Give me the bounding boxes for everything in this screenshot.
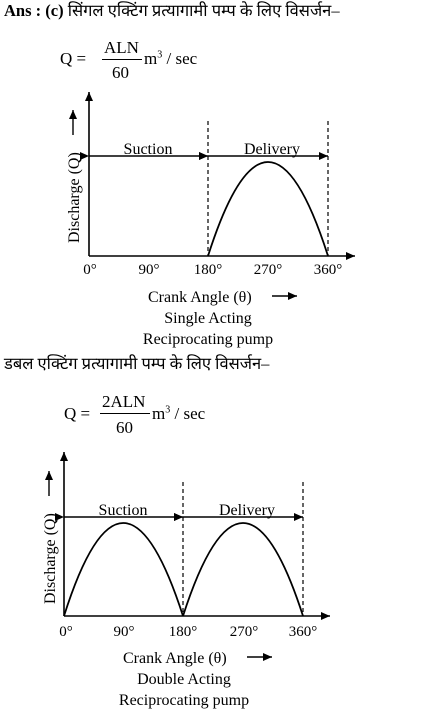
x-axis-label: Crank Angle (θ) — [148, 289, 252, 306]
unit-exp: 3 — [165, 404, 171, 416]
formula-lhs: Q = — [64, 404, 91, 423]
formula-lhs: Q = — [60, 49, 87, 68]
tick-label: 0° — [83, 262, 97, 278]
unit-rest: / sec — [170, 404, 206, 423]
diagram-double: Suction Delivery Discharge (Q) 0° 90° 18… — [42, 452, 330, 709]
tick-label: 180° — [169, 624, 198, 640]
formula-denominator: 60 — [112, 63, 129, 82]
tick-label: 0° — [59, 624, 73, 640]
unit-base: m — [144, 49, 158, 68]
formula-numerator: 2ALN — [102, 392, 146, 411]
tick-label: 180° — [194, 262, 223, 278]
y-axis-label: Discharge (Q) — [42, 513, 59, 604]
diagram-single: Suction Delivery Discharge (Q) 0° 90° 18… — [66, 92, 355, 348]
fraction-bar — [102, 59, 142, 60]
delivery-label: Delivery — [244, 141, 300, 158]
tick-label: 270° — [230, 624, 259, 640]
tick-label: 270° — [254, 262, 283, 278]
suction-label: Suction — [99, 502, 148, 519]
answer-prefix: Ans : (c) — [4, 1, 64, 20]
formula-numerator: ALN — [104, 38, 139, 57]
caption-line1: Double Acting — [137, 671, 231, 688]
caption-line2: Reciprocating pump — [119, 692, 249, 709]
x-axis-label: Crank Angle (θ) — [123, 650, 227, 667]
formula-double: Q = 2ALN 60 m3 / sec — [64, 392, 264, 438]
formula-single: Q = ALN 60 m3 / sec — [60, 38, 260, 84]
discharge-curve-delivery — [182, 522, 304, 617]
discharge-curve — [207, 161, 329, 257]
caption-line1: Single Acting — [164, 310, 252, 327]
tick-label: 90° — [114, 624, 135, 640]
tick-label: 360° — [289, 624, 318, 640]
discharge-curve-suction — [63, 522, 184, 617]
formula-unit: m3 / sec — [144, 49, 197, 69]
answer-text-double: डबल एक्टिंग प्रत्यागामी पम्प के लिए विसर… — [4, 354, 270, 373]
tick-label: 360° — [314, 262, 343, 278]
formula-denominator: 60 — [116, 418, 133, 437]
unit-rest: / sec — [162, 49, 198, 68]
y-axis-label: Discharge (Q) — [66, 152, 83, 243]
formula-unit: m3 / sec — [152, 404, 205, 424]
fraction-bar — [100, 413, 150, 414]
unit-exp: 3 — [157, 49, 163, 61]
suction-label: Suction — [124, 141, 173, 158]
delivery-label: Delivery — [219, 502, 275, 519]
tick-label: 90° — [139, 262, 160, 278]
unit-base: m — [152, 404, 166, 423]
answer-text-single: सिंगल एक्टिंग प्रत्यागामी पम्प के लिए वि… — [67, 1, 340, 20]
caption-line2: Reciprocating pump — [143, 331, 273, 348]
answer-line: Ans : (c) सिंगल एक्टिंग प्रत्यागामी पम्प… — [4, 1, 340, 20]
